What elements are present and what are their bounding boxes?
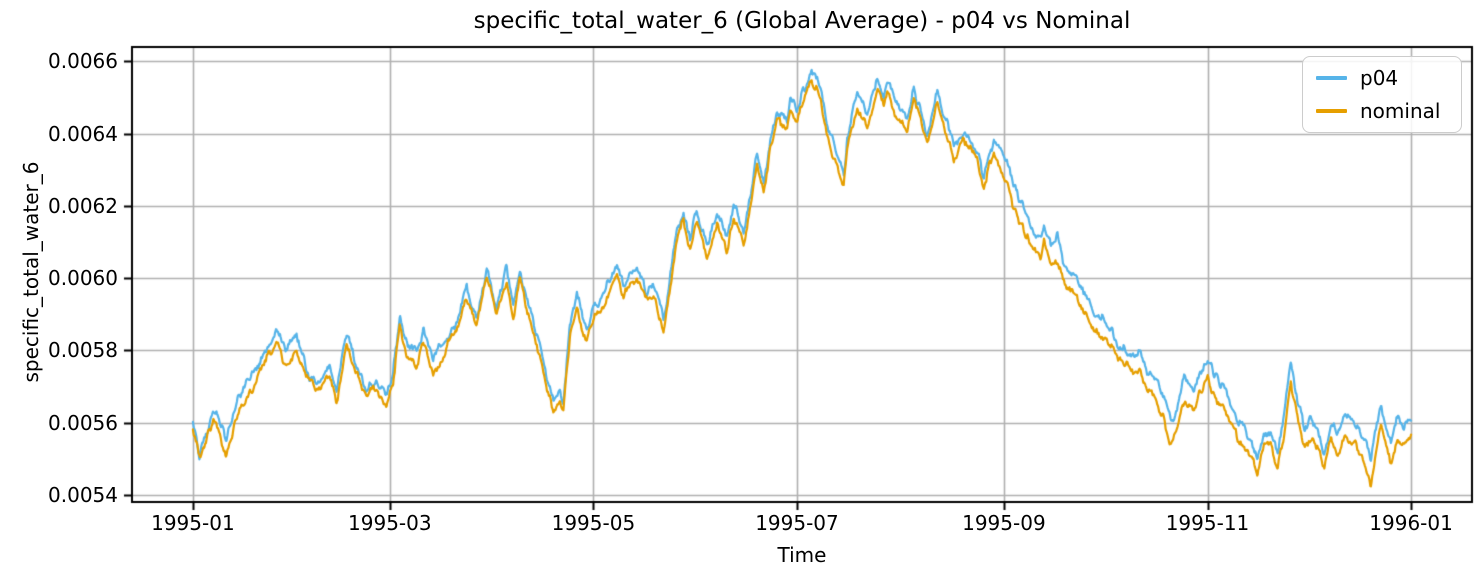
legend-item-nominal: nominal bbox=[1316, 99, 1447, 123]
legend: p04 nominal bbox=[1302, 56, 1462, 133]
y-tick-label: 0.0066 bbox=[48, 49, 118, 74]
x-tick-label: 1995-11 bbox=[1165, 511, 1250, 535]
x-axis-label: Time bbox=[777, 543, 827, 567]
x-tick-label: 1995-07 bbox=[755, 511, 839, 535]
legend-label-nominal: nominal bbox=[1360, 99, 1441, 123]
nominal-line-swatch-icon bbox=[1316, 109, 1347, 113]
y-tick-label: 0.0054 bbox=[48, 482, 118, 507]
x-tick-label: 1996-01 bbox=[1369, 511, 1453, 535]
chart-title: specific_total_water_6 (Global Average) … bbox=[473, 8, 1131, 34]
y-tick-label: 0.0060 bbox=[48, 266, 118, 291]
x-tick-label: 1995-05 bbox=[551, 511, 636, 535]
x-tick-label: 1995-01 bbox=[151, 511, 235, 535]
x-tick-label: 1995-03 bbox=[348, 511, 432, 535]
p04-line-swatch-icon bbox=[1316, 76, 1347, 80]
y-tick-label: 0.0056 bbox=[48, 410, 118, 435]
x-tick-label: 1995-09 bbox=[962, 511, 1046, 535]
y-tick-label: 0.0062 bbox=[48, 193, 118, 218]
legend-item-p04: p04 bbox=[1316, 66, 1447, 90]
legend-label-p04: p04 bbox=[1360, 66, 1399, 90]
y-tick-label: 0.0064 bbox=[48, 121, 118, 146]
y-tick-label: 0.0058 bbox=[48, 338, 118, 363]
